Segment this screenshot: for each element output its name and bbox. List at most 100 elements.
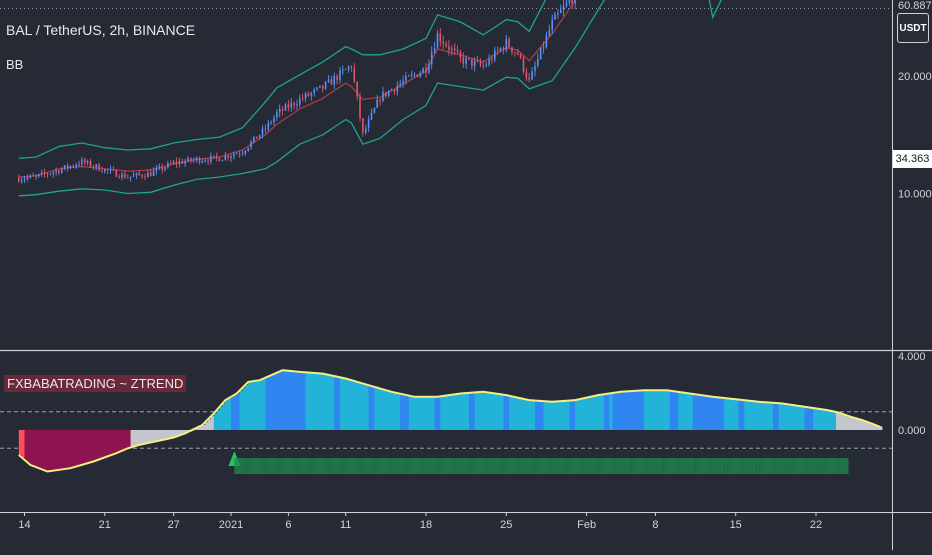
signal-bar	[452, 458, 454, 474]
ztrend-column	[357, 381, 361, 430]
signal-bar	[249, 458, 251, 474]
candle-body	[276, 112, 278, 118]
ztrend-column	[282, 370, 286, 430]
candle-body	[422, 68, 424, 73]
signal-bar	[428, 458, 430, 474]
signal-bar	[550, 458, 552, 474]
signal-bar	[825, 458, 827, 474]
ztrend-column	[394, 392, 398, 430]
signal-bar	[403, 458, 405, 474]
ztrend-column	[583, 398, 588, 430]
signal-bar	[637, 458, 638, 474]
candle-body	[98, 164, 100, 171]
signal-bar	[404, 458, 406, 474]
candle-body	[118, 176, 120, 178]
signal-bar	[830, 458, 831, 474]
signal-bar	[659, 458, 661, 474]
signal-bar	[775, 458, 777, 474]
ztrend-column	[262, 379, 266, 430]
ztrend-column	[758, 401, 762, 430]
candle-body	[152, 171, 155, 177]
signal-bar	[846, 458, 848, 474]
signal-bar	[329, 458, 331, 474]
signal-bar	[718, 458, 720, 474]
ztrend-column	[64, 430, 69, 469]
candle-body	[141, 174, 143, 177]
signal-bar	[650, 458, 652, 474]
signal-bar	[584, 458, 586, 474]
signal-bar	[438, 458, 440, 474]
price-axis-tick-label: 20.000	[898, 71, 932, 83]
signal-bar	[745, 458, 747, 474]
signal-bar	[648, 458, 650, 474]
ztrend-column	[153, 430, 157, 442]
currency-badge[interactable]: USDT	[897, 13, 929, 43]
signal-bar	[710, 458, 712, 474]
signal-bar	[726, 458, 728, 474]
ztrend-column	[377, 387, 381, 430]
ztrend-column	[70, 430, 74, 469]
time-axis-tick-label: 14	[18, 519, 30, 531]
price-pane[interactable]	[0, 0, 892, 197]
signal-bar	[303, 458, 305, 474]
ztrend-column	[233, 395, 238, 430]
signal-bar	[581, 458, 583, 474]
signal-bar	[310, 458, 312, 474]
signal-bar	[691, 458, 693, 474]
candle-body	[531, 71, 533, 80]
signal-bar	[248, 458, 250, 474]
signal-bar	[756, 458, 758, 474]
signal-bar	[609, 458, 610, 474]
candle-body	[324, 82, 327, 89]
signal-bar	[647, 458, 649, 474]
signal-bar	[588, 458, 590, 474]
signal-bar	[586, 458, 588, 474]
signal-bar	[296, 458, 298, 474]
candle-body	[485, 64, 487, 67]
ztrend-column	[850, 416, 854, 430]
signal-bar	[239, 458, 241, 474]
signal-bar	[827, 458, 828, 474]
signal-bar	[473, 458, 475, 474]
ztrend-column	[110, 430, 114, 456]
signal-bar	[393, 458, 395, 474]
time-axis-tick-label: 6	[285, 519, 291, 531]
signal-bar	[688, 458, 690, 474]
signal-bar	[434, 458, 436, 474]
signal-bar	[457, 458, 459, 474]
ztrend-column	[142, 430, 146, 445]
ztrend-column	[225, 400, 229, 430]
ztrend-pane[interactable]	[0, 369, 892, 474]
signal-bar	[417, 458, 418, 474]
ztrend-column	[838, 412, 843, 430]
signal-bar	[529, 458, 531, 474]
signal-bar	[805, 458, 807, 474]
signal-bar	[501, 458, 503, 474]
ztrend-column	[569, 400, 573, 430]
candles[interactable]	[18, 0, 880, 184]
signal-bar	[811, 458, 813, 474]
ztrend-column	[526, 399, 530, 430]
ztrend-column	[798, 405, 803, 430]
signal-bar	[806, 458, 808, 474]
ztrend-column	[311, 372, 315, 430]
signal-bar	[273, 458, 275, 474]
ztrend-column	[701, 395, 705, 430]
ztrend-column	[727, 398, 731, 430]
ztrend-column	[67, 430, 71, 469]
candle-body	[161, 166, 163, 170]
signal-bar	[500, 458, 502, 474]
candle-body	[104, 169, 106, 172]
signal-bar	[311, 458, 313, 474]
signal-bar	[562, 458, 564, 474]
ztrend-indicator-label[interactable]: FXBABATRADING ~ ZTREND	[4, 375, 187, 392]
signal-bar	[375, 458, 377, 474]
signal-bar	[774, 458, 776, 474]
signal-bar	[662, 458, 664, 474]
signal-bar	[349, 458, 350, 474]
ztrend-column	[426, 396, 430, 430]
candle-body	[517, 52, 519, 55]
signal-bar	[597, 458, 599, 474]
